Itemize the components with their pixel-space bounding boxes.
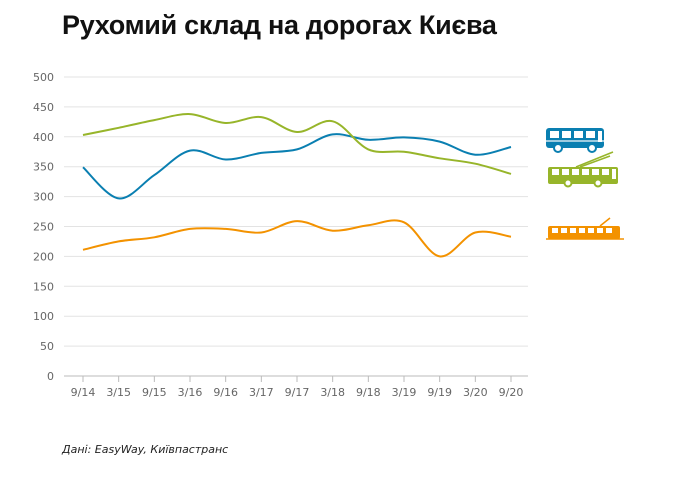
series-line-bus bbox=[82, 133, 512, 200]
y-tick-label: 250 bbox=[33, 221, 54, 234]
x-axis-tick-labels: 9/14 3/15 9/15 3/16 9/16 3/17 9/17 3/18 9/18 3/19… bbox=[71, 376, 524, 399]
x-tick-label: 3/17 bbox=[249, 386, 274, 399]
series-line-trolleybus bbox=[82, 113, 512, 175]
chart-title: Рухомий склад на дорогах Києва bbox=[62, 10, 497, 40]
y-tick-label: 350 bbox=[33, 161, 54, 174]
y-tick-label: 500 bbox=[33, 71, 54, 84]
y-tick-label: 400 bbox=[33, 131, 54, 144]
series-line-tram bbox=[82, 219, 512, 258]
x-tick-label: 9/16 bbox=[213, 386, 238, 399]
x-tick-label: 3/16 bbox=[178, 386, 203, 399]
y-tick-label: 0 bbox=[47, 370, 54, 383]
gridlines bbox=[64, 76, 528, 377]
trolleybus-icon bbox=[548, 151, 618, 188]
y-tick-label: 450 bbox=[33, 101, 54, 114]
x-tick-label: 3/15 bbox=[106, 386, 131, 399]
bus-icon bbox=[546, 128, 604, 153]
y-tick-label: 150 bbox=[33, 280, 54, 293]
x-tick-label: 3/19 bbox=[392, 386, 417, 399]
y-tick-label: 100 bbox=[33, 310, 54, 323]
y-tick-label: 200 bbox=[33, 250, 54, 263]
series-lines bbox=[82, 113, 512, 258]
y-tick-label: 50 bbox=[40, 340, 54, 353]
x-tick-label: 9/17 bbox=[285, 386, 310, 399]
y-tick-label: 300 bbox=[33, 191, 54, 204]
source-note: Дані: EasyWay, Київпастранс bbox=[62, 443, 229, 456]
x-tick-label: 9/18 bbox=[356, 386, 381, 399]
x-tick-label: 3/18 bbox=[320, 386, 345, 399]
tram-icon bbox=[546, 217, 624, 240]
x-tick-label: 9/14 bbox=[71, 386, 96, 399]
x-tick-label: 9/15 bbox=[142, 386, 167, 399]
y-axis-tick-labels: 0 50 100 150 200 250 300 350 400 450 500 bbox=[33, 71, 54, 383]
x-tick-label: 9/19 bbox=[427, 386, 452, 399]
x-tick-label: 9/20 bbox=[499, 386, 524, 399]
x-tick-label: 3/20 bbox=[463, 386, 488, 399]
